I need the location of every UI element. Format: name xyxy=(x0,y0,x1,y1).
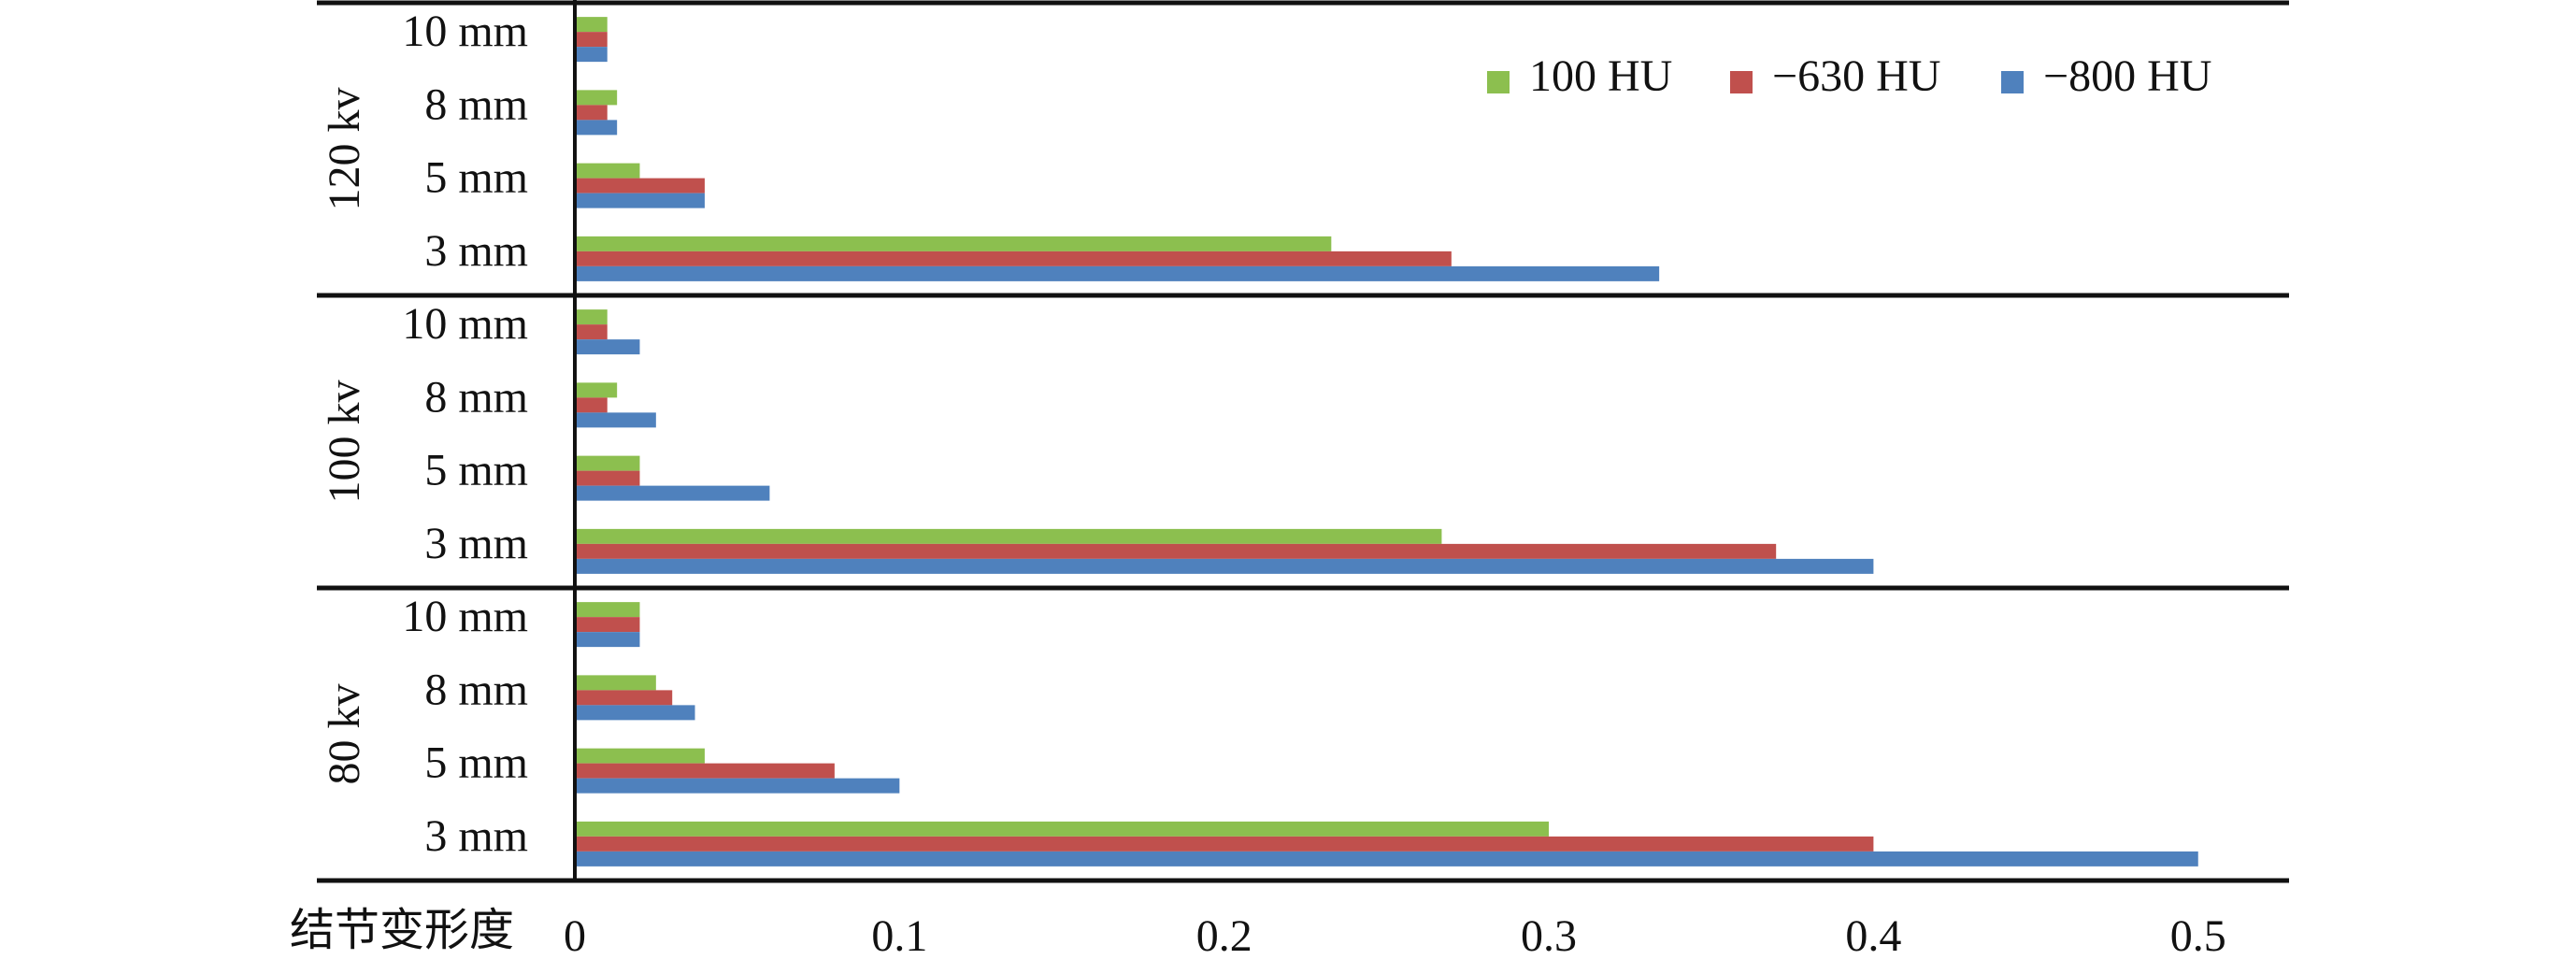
bar xyxy=(575,470,640,486)
bar xyxy=(575,236,1332,251)
bar xyxy=(575,763,835,779)
bar xyxy=(575,558,1874,574)
bar xyxy=(575,821,1550,837)
bar xyxy=(575,120,618,136)
category-label: 8 mm xyxy=(424,372,528,422)
category-label: 5 mm xyxy=(424,446,528,495)
legend-swatch xyxy=(1730,71,1753,93)
bar xyxy=(575,455,640,471)
category-label: 10 mm xyxy=(402,7,528,56)
category-label: 3 mm xyxy=(424,811,528,861)
x-tick-label: 0.4 xyxy=(1845,911,1901,961)
x-tick-label: 0.2 xyxy=(1196,911,1252,961)
bar xyxy=(575,690,673,706)
category-label: 5 mm xyxy=(424,738,528,788)
category-label: 8 mm xyxy=(424,665,528,714)
bar xyxy=(575,485,770,501)
bar xyxy=(575,265,1660,281)
bar xyxy=(575,836,1874,852)
bar xyxy=(575,251,1452,266)
x-tick-label: 0.5 xyxy=(2170,911,2226,961)
bar xyxy=(575,382,618,398)
bar xyxy=(575,778,900,794)
bar xyxy=(575,309,608,325)
bar xyxy=(575,748,705,764)
x-axis-label: 结节变形度 xyxy=(290,906,514,955)
bar xyxy=(575,397,608,413)
group-label: 120 kv xyxy=(320,88,369,211)
bar xyxy=(575,617,640,633)
x-tick-label: 0.1 xyxy=(871,911,927,961)
category-label: 3 mm xyxy=(424,226,528,276)
bar xyxy=(575,178,705,193)
bar xyxy=(575,47,608,63)
group-label: 80 kv xyxy=(320,684,369,785)
group-label: 100 kv xyxy=(320,380,369,504)
bar xyxy=(575,602,640,618)
bar xyxy=(575,90,618,106)
category-label: 10 mm xyxy=(402,299,528,349)
legend-label: 100 HU xyxy=(1529,51,1672,101)
bar xyxy=(575,851,2198,867)
bar xyxy=(575,632,640,648)
bar xyxy=(575,528,1442,544)
bar xyxy=(575,543,1777,559)
category-label: 8 mm xyxy=(424,79,528,129)
category-label: 10 mm xyxy=(402,592,528,641)
legend-label: −630 HU xyxy=(1772,51,1940,101)
bar xyxy=(575,675,656,691)
legend-swatch xyxy=(1487,71,1510,93)
category-label: 3 mm xyxy=(424,519,528,568)
bar xyxy=(575,17,608,33)
x-tick-label: 0.3 xyxy=(1521,911,1577,961)
bar xyxy=(575,412,656,428)
bar xyxy=(575,105,608,121)
bar xyxy=(575,705,695,721)
bar xyxy=(575,163,640,179)
legend-label: −800 HU xyxy=(2043,51,2211,101)
bar xyxy=(575,193,705,208)
bar xyxy=(575,324,608,340)
legend-swatch xyxy=(2001,71,2024,93)
x-tick-label: 0 xyxy=(564,911,586,961)
bar xyxy=(575,339,640,355)
bar xyxy=(575,32,608,48)
category-label: 5 mm xyxy=(424,153,528,203)
